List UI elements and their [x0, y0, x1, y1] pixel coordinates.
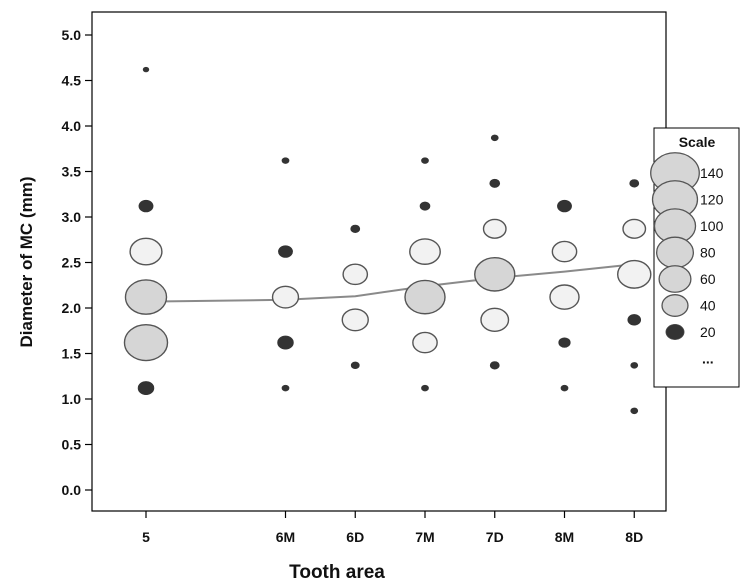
legend-title: Scale: [679, 134, 716, 150]
bubble: [278, 245, 293, 258]
y-tick-label: 2.0: [62, 300, 82, 316]
y-axis-label: Diameter of MC (mm): [17, 177, 36, 348]
bubble: [281, 384, 290, 392]
x-tick-label: 6D: [346, 529, 364, 545]
bubble: [342, 263, 369, 286]
bubble: [617, 259, 652, 289]
legend-bubble-icon: [658, 265, 692, 293]
x-tick-label: 5: [142, 529, 150, 545]
bubble: [341, 308, 369, 332]
bubble: [277, 335, 294, 350]
bubble: [549, 284, 580, 310]
bubble: [421, 384, 429, 392]
bubbles-layer: [123, 66, 652, 415]
bubble: [138, 199, 154, 213]
bubble: [412, 331, 438, 354]
x-axis: 5 6M 6D 7M 7D 8M 8D: [142, 511, 643, 545]
legend-label: 100: [700, 218, 724, 234]
bubble: [489, 178, 501, 188]
bubble: [627, 314, 642, 326]
bubble: [474, 256, 516, 292]
bubble: [142, 66, 150, 73]
bubble: [419, 201, 431, 211]
bubble: [350, 224, 361, 233]
bubble: [558, 337, 571, 348]
bubble: [551, 240, 578, 263]
bubble: [281, 157, 290, 164]
y-tick-label: 2.5: [62, 255, 82, 271]
y-tick-label: 0.5: [62, 437, 82, 453]
bubble: [557, 199, 572, 213]
bubble: [490, 134, 499, 142]
bubble: [630, 362, 639, 369]
bubble: [124, 279, 168, 315]
bubble: [489, 361, 500, 370]
bubble: [123, 323, 169, 362]
legend-label: 60: [700, 271, 716, 287]
y-tick-label: 4.5: [62, 73, 82, 89]
x-tick-label: 7M: [415, 529, 434, 545]
legend-label: 20: [700, 324, 716, 340]
legend-items: 140 120 100 80 60 40 20...: [650, 152, 724, 367]
y-tick-label: 1.0: [62, 391, 82, 407]
y-tick-label: 1.5: [62, 346, 82, 362]
legend-label: 140: [700, 165, 724, 181]
legend-label: 80: [700, 245, 716, 261]
bubble: [622, 218, 647, 239]
bubble: [560, 384, 569, 392]
y-tick-label: 3.5: [62, 164, 82, 180]
bubble: [409, 238, 441, 265]
y-tick-label: 5.0: [62, 27, 82, 43]
x-tick-label: 6M: [276, 529, 295, 545]
legend-label: 120: [700, 192, 724, 208]
legend-bubble-icon: [665, 324, 685, 340]
x-tick-label: 8D: [625, 529, 643, 545]
bubble: [482, 218, 507, 239]
plot-frame: [91, 11, 667, 512]
bubble: [271, 285, 300, 309]
legend: Scale 140 120 100 80 60 40 20...: [650, 127, 740, 388]
x-tick-label: 7D: [486, 529, 504, 545]
x-axis-label: Tooth area: [289, 562, 385, 583]
bubble: [404, 279, 446, 315]
bubble: [630, 407, 639, 415]
bubble: [137, 381, 155, 396]
bubble: [421, 157, 429, 164]
legend-bubble-icon: [655, 236, 695, 269]
bubble: [480, 307, 510, 333]
bubble: [129, 237, 163, 266]
x-tick-label: 8M: [555, 529, 574, 545]
y-axis: 0.0 0.5 1.0 1.5 2.0 2.5 3.0 3.5 4.0 4.5 5.0: [62, 27, 92, 498]
legend-bubble-icon: [661, 294, 689, 317]
legend-label: ...: [702, 351, 714, 367]
y-tick-label: 3.0: [62, 209, 82, 225]
bubble: [629, 179, 640, 188]
y-tick-label: 4.0: [62, 118, 82, 134]
y-tick-label: 0.0: [62, 482, 82, 498]
legend-label: 40: [700, 298, 716, 314]
bubble: [350, 361, 360, 370]
